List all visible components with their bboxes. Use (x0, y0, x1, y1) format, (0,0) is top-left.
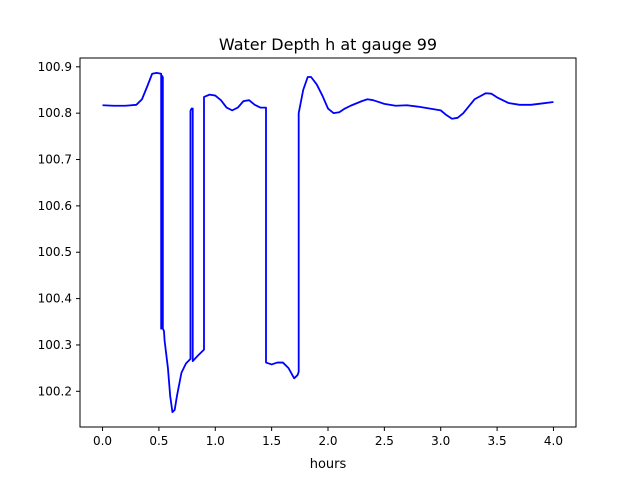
plot-area: 0.0 0.5 1.0 1.5 2.0 2.5 3.0 3.5 4.0 100.2100.310… (38, 57, 577, 448)
y-tick-label: 100.2 (38, 384, 72, 398)
x-tick-label: 0.0 (93, 434, 112, 448)
x-tick-label: 2.5 (375, 434, 394, 448)
x-axis-ticks: 0.0 0.5 1.0 1.5 2.0 2.5 3.0 3.5 4.0 (93, 427, 563, 448)
y-tick-label: 100.6 (38, 199, 72, 213)
y-tick-label: 100.4 (38, 292, 72, 306)
x-tick-label: 4.0 (544, 434, 563, 448)
y-tick-label: 100.7 (38, 153, 72, 167)
y-tick-label: 100.3 (38, 338, 72, 352)
chart-title: Water Depth h at gauge 99 (219, 35, 437, 54)
y-tick-label: 100.5 (38, 245, 72, 259)
x-tick-label: 3.5 (488, 434, 507, 448)
y-tick-label: 100.8 (38, 106, 72, 120)
x-axis-label: hours (310, 457, 347, 472)
x-tick-label: 2.0 (318, 434, 337, 448)
x-tick-label: 0.5 (149, 434, 168, 448)
x-tick-label: 1.5 (262, 434, 281, 448)
y-axis-ticks: 100.2 100.3 100.4 100.5 100.6 100.7 100.8 100.9 (38, 60, 80, 398)
series-line (102, 71, 554, 414)
x-tick-label: 3.0 (431, 434, 450, 448)
x-tick-label: 1.0 (206, 434, 225, 448)
y-tick-label: 100.9 (38, 60, 72, 74)
